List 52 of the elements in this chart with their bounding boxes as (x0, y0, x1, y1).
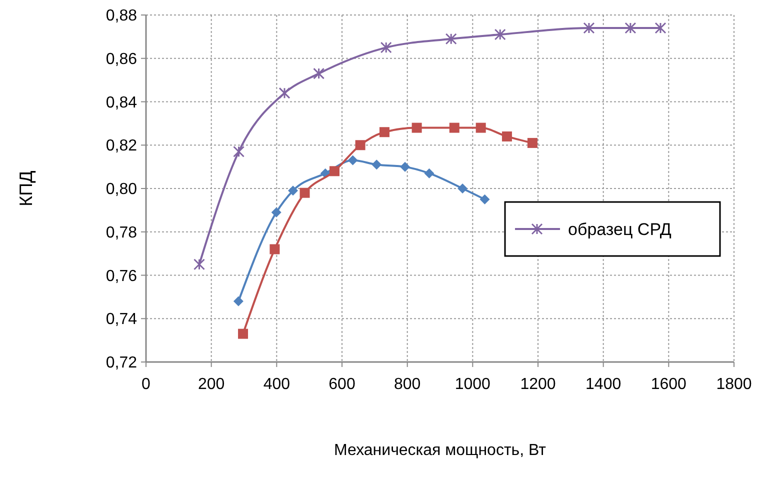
point (270, 244, 280, 254)
x-tick-label: 1000 (454, 376, 491, 393)
point (313, 68, 325, 80)
point (348, 155, 358, 166)
y-tick-label: 0,76 (106, 268, 138, 285)
point (372, 160, 382, 170)
x-tick-label: 1400 (586, 376, 622, 393)
point (238, 328, 248, 339)
point (624, 22, 636, 34)
legend-label: образец СРД (568, 220, 672, 239)
y-tick-label: 0,78 (106, 224, 138, 242)
point (527, 138, 538, 148)
y-tick-label: 0,88 (106, 8, 138, 25)
x-tick-label: 1800 (716, 376, 752, 393)
y-tick-label: 0,80 (106, 181, 138, 198)
point (355, 140, 366, 150)
point (271, 207, 282, 218)
point (379, 127, 390, 138)
y-tick-label: 0,84 (106, 94, 138, 112)
point (502, 131, 512, 142)
point (494, 28, 506, 40)
y-axis-title: КПД (16, 170, 36, 206)
point (445, 33, 457, 45)
point (400, 162, 410, 172)
x-axis-title: Механическая мощность, Вт (334, 442, 547, 459)
x-tick-label: 0 (142, 376, 151, 393)
x-tick-label: 800 (394, 376, 421, 393)
point (654, 22, 666, 34)
point (449, 122, 460, 133)
point (380, 42, 392, 54)
x-tick-label: 200 (198, 376, 225, 393)
y-tick-label: 0,86 (106, 50, 138, 68)
y-tick-label: 0,72 (106, 354, 138, 372)
point (458, 184, 468, 194)
point (412, 122, 422, 133)
point (288, 186, 298, 196)
point (480, 194, 490, 204)
point (233, 146, 245, 158)
y-tick-label: 0,74 (106, 311, 138, 328)
point (193, 258, 205, 270)
y-tick-label: 0,82 (106, 138, 138, 155)
point (329, 166, 340, 176)
x-tick-label: 1200 (520, 376, 556, 393)
x-tick-label: 1600 (650, 376, 687, 393)
point (583, 22, 595, 34)
point (424, 168, 434, 178)
x-tick-label: 600 (328, 376, 356, 393)
x-tick-label: 400 (263, 376, 290, 393)
point (278, 87, 290, 99)
point (233, 296, 244, 306)
point (476, 122, 486, 133)
point (300, 188, 310, 198)
